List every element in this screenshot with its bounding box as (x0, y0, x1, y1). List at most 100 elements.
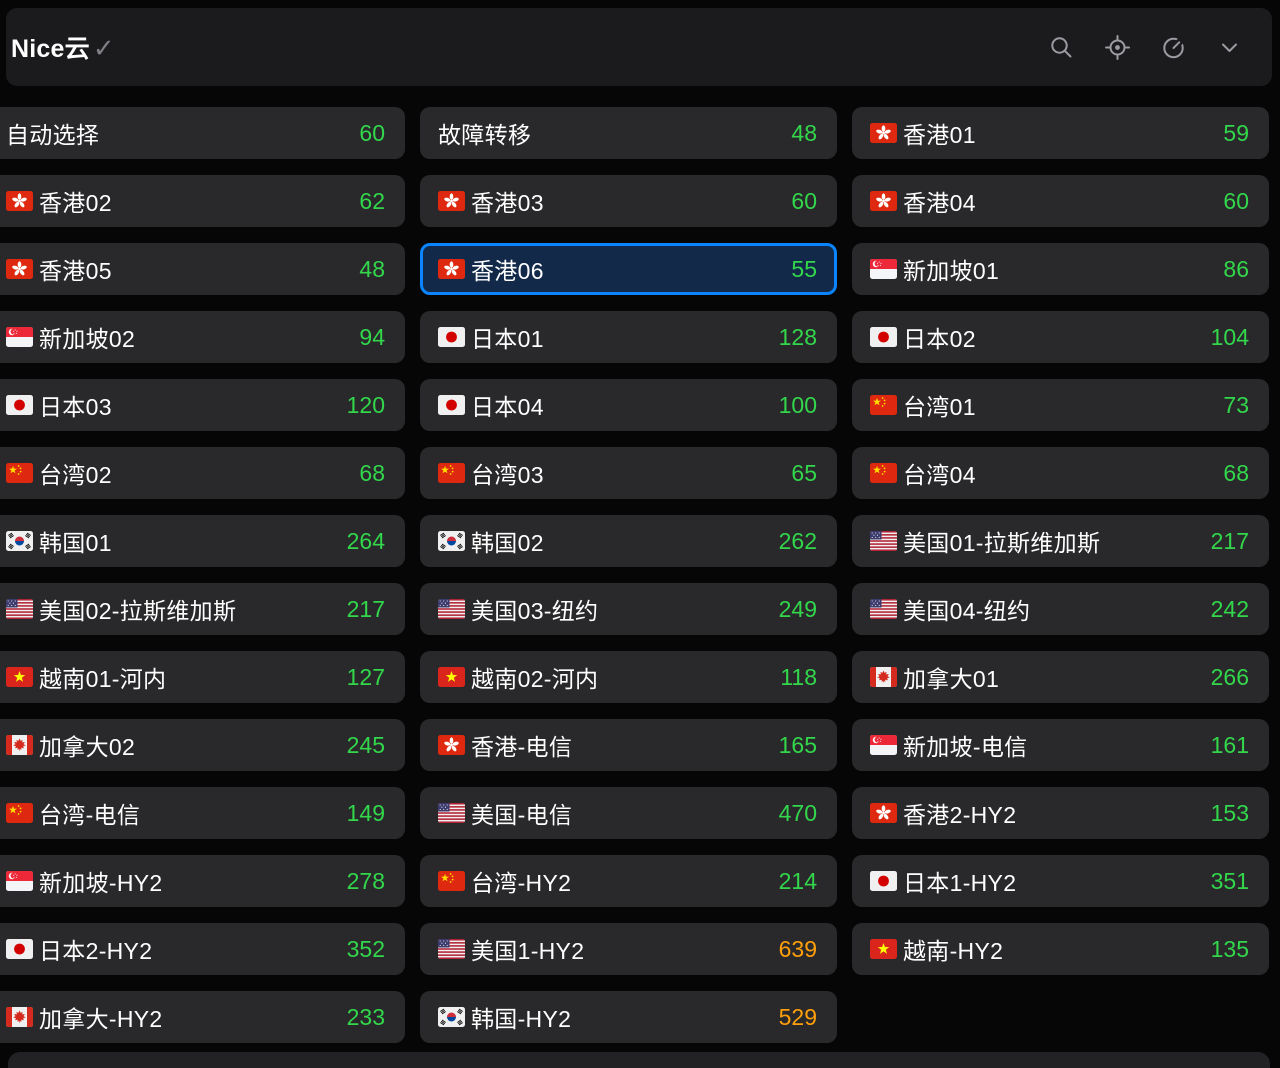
node-name: 香港06 (471, 258, 544, 284)
cn-flag-icon (438, 871, 465, 891)
cn-flag-icon (870, 463, 897, 483)
node-card[interactable]: 美国1-HY2 639 (420, 923, 837, 975)
cn-flag-icon (438, 463, 465, 483)
node-latency: 278 (346, 867, 385, 894)
node-card[interactable]: 新加坡02 94 (0, 311, 405, 363)
node-name: 台湾-电信 (39, 802, 141, 828)
node-card[interactable]: 美国-电信 470 (420, 787, 837, 839)
node-latency: 62 (359, 187, 385, 214)
node-latency: 264 (346, 527, 385, 554)
node-card[interactable]: 香港03 60 (420, 175, 837, 227)
node-card[interactable]: 越南-HY2 135 (852, 923, 1269, 975)
node-name: 新加坡02 (39, 326, 136, 352)
node-card[interactable]: 美国01-拉斯维加斯 217 (852, 515, 1269, 567)
node-card[interactable]: 日本04 100 (420, 379, 837, 431)
node-card[interactable]: 美国02-拉斯维加斯 217 (0, 583, 405, 635)
node-latency: 135 (1210, 935, 1249, 962)
node-name: 韩国02 (471, 530, 544, 556)
node-card[interactable]: 台湾01 73 (852, 379, 1269, 431)
vn-flag-icon (870, 939, 897, 959)
vn-flag-icon (6, 667, 33, 687)
node-card[interactable]: 台湾04 68 (852, 447, 1269, 499)
cn-flag-icon (870, 395, 897, 415)
node-latency: 127 (346, 663, 385, 690)
node-latency: 86 (1223, 255, 1249, 282)
node-card[interactable]: 香港-电信 165 (420, 719, 837, 771)
node-name: 韩国01 (39, 530, 112, 556)
node-latency: 245 (346, 731, 385, 758)
node-latency: 128 (778, 323, 817, 350)
node-card[interactable]: 日本02 104 (852, 311, 1269, 363)
jp-flag-icon (870, 871, 897, 891)
locate-icon[interactable] (1104, 34, 1131, 61)
vn-flag-icon (438, 667, 465, 687)
node-card[interactable]: 日本1-HY2 351 (852, 855, 1269, 907)
node-card[interactable]: 香港05 48 (0, 243, 405, 295)
node-latency: 59 (1223, 119, 1249, 146)
node-card[interactable]: 香港01 59 (852, 107, 1269, 159)
node-card[interactable]: 韩国02 262 (420, 515, 837, 567)
node-card[interactable]: 日本03 120 (0, 379, 405, 431)
node-card[interactable]: 韩国-HY2 529 (420, 991, 837, 1043)
node-name: 加拿大-HY2 (39, 1006, 163, 1032)
node-card[interactable]: 新加坡01 86 (852, 243, 1269, 295)
node-grid: 自动选择 60 故障转移 48 香港01 59 香港02 62 香港03 60 香港04 60 香港05… (0, 107, 1269, 1043)
node-name: 美国01-拉斯维加斯 (903, 530, 1101, 556)
node-card[interactable]: 香港02 62 (0, 175, 405, 227)
node-latency: 55 (791, 255, 817, 282)
node-card[interactable]: 台湾-HY2 214 (420, 855, 837, 907)
node-latency: 60 (359, 119, 385, 146)
node-latency: 60 (791, 187, 817, 214)
sg-flag-icon (6, 327, 33, 347)
chevron-down-icon[interactable] (1216, 34, 1243, 61)
next-group-bar[interactable] (8, 1052, 1270, 1068)
node-latency: 48 (359, 255, 385, 282)
node-card-selected[interactable]: 香港06 55 (420, 243, 837, 295)
node-card[interactable]: 自动选择 60 (0, 107, 405, 159)
node-name: 韩国-HY2 (471, 1006, 572, 1032)
node-latency: 161 (1210, 731, 1249, 758)
cn-flag-icon (6, 463, 33, 483)
search-icon[interactable] (1048, 34, 1075, 61)
node-latency: 68 (1223, 459, 1249, 486)
node-card[interactable]: 香港2-HY2 153 (852, 787, 1269, 839)
node-name: 美国03-纽约 (471, 598, 599, 624)
group-header[interactable]: Nice云 ✓ (6, 8, 1272, 86)
node-name: 自动选择 (6, 122, 100, 148)
node-card[interactable]: 台湾03 65 (420, 447, 837, 499)
group-title-wrap: Nice云 ✓ (11, 29, 115, 65)
node-latency: 242 (1210, 595, 1249, 622)
node-latency: 529 (778, 1003, 817, 1030)
node-card[interactable]: 越南01-河内 127 (0, 651, 405, 703)
node-card[interactable]: 新加坡-电信 161 (852, 719, 1269, 771)
node-card[interactable]: 日本01 128 (420, 311, 837, 363)
node-card[interactable]: 加拿大-HY2 233 (0, 991, 405, 1043)
hk-flag-icon (438, 259, 465, 279)
node-card[interactable]: 台湾02 68 (0, 447, 405, 499)
node-name: 台湾02 (39, 462, 112, 488)
node-name: 台湾01 (903, 394, 976, 420)
node-name: 新加坡-HY2 (39, 870, 163, 896)
kr-flag-icon (438, 531, 465, 551)
node-card[interactable]: 新加坡-HY2 278 (0, 855, 405, 907)
node-card[interactable]: 加拿大02 245 (0, 719, 405, 771)
checkmark-icon: ✓ (92, 33, 115, 63)
node-card[interactable]: 韩国01 264 (0, 515, 405, 567)
us-flag-icon (438, 939, 465, 959)
hk-flag-icon (870, 803, 897, 823)
node-card[interactable]: 香港04 60 (852, 175, 1269, 227)
node-card[interactable]: 日本2-HY2 352 (0, 923, 405, 975)
node-card[interactable]: 台湾-电信 149 (0, 787, 405, 839)
node-latency: 60 (1223, 187, 1249, 214)
node-latency: 73 (1223, 391, 1249, 418)
node-name: 新加坡01 (903, 258, 1000, 284)
node-name: 越南-HY2 (903, 938, 1004, 964)
node-card[interactable]: 越南02-河内 118 (420, 651, 837, 703)
speedtest-icon[interactable] (1160, 34, 1187, 61)
node-card[interactable]: 美国04-纽约 242 (852, 583, 1269, 635)
node-card[interactable]: 故障转移 48 (420, 107, 837, 159)
us-flag-icon (438, 599, 465, 619)
kr-flag-icon (6, 531, 33, 551)
node-card[interactable]: 加拿大01 266 (852, 651, 1269, 703)
node-card[interactable]: 美国03-纽约 249 (420, 583, 837, 635)
